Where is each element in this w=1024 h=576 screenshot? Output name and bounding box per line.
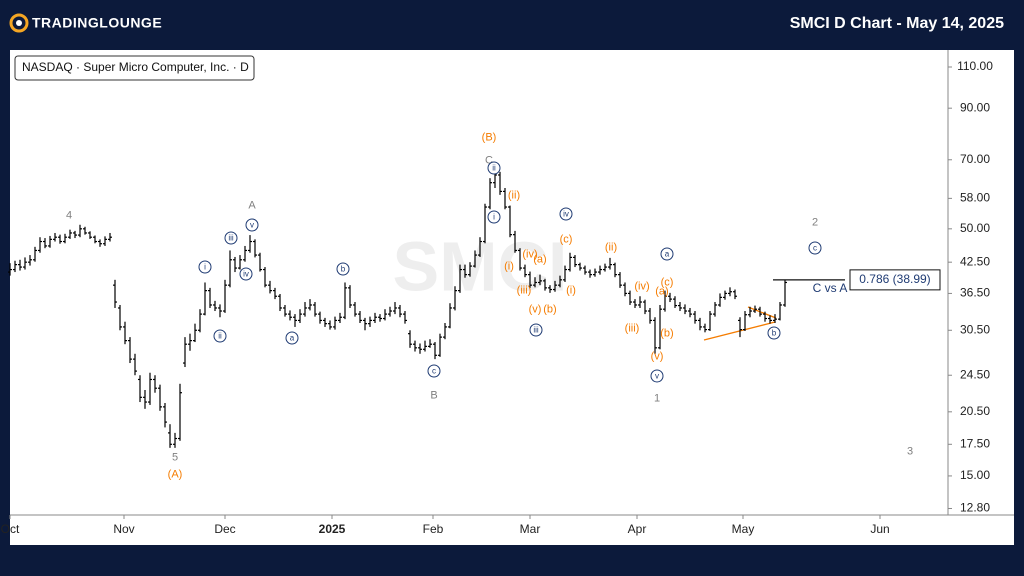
wave-label: 1: [654, 392, 660, 404]
wave-label: iv: [563, 210, 569, 219]
wave-label: (v): [651, 350, 664, 362]
y-tick-label: 110.00: [957, 59, 993, 73]
x-tick-label: May: [732, 522, 755, 536]
logo-icon: [9, 13, 29, 33]
wave-circle: [213, 329, 227, 343]
wave-label: C: [485, 154, 493, 166]
x-tick-label: Feb: [423, 522, 444, 536]
wave-circle: [529, 323, 543, 337]
wave-label: a: [290, 334, 295, 343]
wave-label: ii: [492, 164, 496, 173]
wave-label: (ii): [508, 189, 520, 201]
y-tick-label: 17.50: [960, 436, 990, 450]
y-tick-label: 12.80: [960, 501, 990, 515]
y-tick-label: 36.50: [960, 286, 990, 300]
wave-circle: [198, 260, 212, 274]
wave-label: (i): [504, 260, 514, 272]
x-tick-label: Mar: [520, 522, 541, 536]
level-label: 0.786 (38.99): [859, 272, 930, 286]
wave-label: (b): [660, 327, 673, 339]
legend-box: [14, 55, 255, 81]
y-tick-label: 15.00: [960, 468, 990, 482]
logo: TRADINGLOUNGE: [9, 13, 162, 33]
wave-label: (i): [566, 284, 576, 296]
wave-label: b: [772, 329, 777, 338]
wave-label: (b): [543, 303, 556, 315]
wave-label: iv: [243, 270, 249, 279]
wave-label: 3: [907, 445, 913, 457]
y-tick-label: 30.50: [960, 322, 990, 336]
wave-label: (a): [655, 285, 668, 297]
y-tick-label: 24.50: [960, 367, 990, 381]
wave-circle: [487, 210, 501, 224]
chart-title: NASDAQ · Super Micro Computer, Inc. · D: [22, 60, 249, 74]
wave-label: v: [250, 221, 254, 230]
price-bars: [8, 170, 787, 448]
x-tick-label: Nov: [113, 522, 134, 536]
wave-label: A: [248, 199, 256, 211]
x-tick-label: Apr: [628, 522, 647, 536]
wave-label: (v): [529, 303, 542, 315]
wave-label: (c): [661, 276, 674, 288]
wave-circle: [427, 364, 441, 378]
wave-circle: [285, 331, 299, 345]
wave-label: (iii): [625, 322, 640, 334]
x-tick-label: Oct: [1, 522, 20, 536]
wave-circle: [487, 161, 501, 175]
x-tick-label: Jun: [870, 522, 889, 536]
y-tick-label: 90.00: [960, 100, 990, 114]
x-tick-label: Dec: [214, 522, 235, 536]
wave-circle: [245, 218, 259, 232]
wave-label: ii: [218, 332, 222, 341]
wave-circle: [660, 247, 674, 261]
wave-label: 4: [66, 209, 72, 221]
wave-label: (iii): [517, 284, 532, 296]
wave-label: v: [655, 372, 659, 381]
wave-label: (c): [560, 233, 573, 245]
wave-circle: [767, 326, 781, 340]
brand: TRADINGLOUNGE: [32, 15, 162, 31]
wave-label: (iv): [522, 248, 537, 260]
wave-label: a: [665, 250, 670, 259]
chart-panel: [10, 50, 1014, 545]
trendline: [747, 306, 777, 319]
wave-label: (a): [533, 253, 546, 265]
wave-label: 2: [812, 216, 818, 228]
wave-circle: [559, 207, 573, 221]
wave-circle: [239, 267, 253, 281]
wave-label: i: [493, 213, 495, 222]
page-title: SMCI D Chart - May 14, 2025: [790, 15, 1004, 32]
wave-label: c: [432, 367, 436, 376]
wave-label: B: [430, 389, 437, 401]
y-tick-label: 42.50: [960, 254, 990, 268]
wave-circle: [650, 369, 664, 383]
y-tick-label: 58.00: [960, 191, 990, 205]
wave-circle: [808, 241, 822, 255]
logo-dot: [16, 20, 22, 26]
wave-label: 5: [172, 451, 178, 463]
wave-label: i: [204, 263, 206, 272]
wave-label: (A): [168, 468, 183, 480]
level-box: [849, 269, 941, 291]
wave-label: (iv): [634, 280, 649, 292]
wave-label: iii: [533, 326, 539, 335]
wave-label: iii: [228, 234, 234, 243]
wave-circle: [336, 262, 350, 276]
y-tick-label: 70.00: [960, 152, 990, 166]
wave-label: (ii): [605, 241, 617, 253]
wave-label: c: [813, 244, 817, 253]
wave-label: b: [341, 265, 346, 274]
y-tick-label: 50.00: [960, 221, 990, 235]
x-tick-label: 2025: [319, 522, 346, 536]
level-text: C vs A: [813, 281, 848, 295]
wave-label: (B): [482, 131, 497, 143]
wave-circle: [224, 231, 238, 245]
y-tick-label: 20.50: [960, 404, 990, 418]
